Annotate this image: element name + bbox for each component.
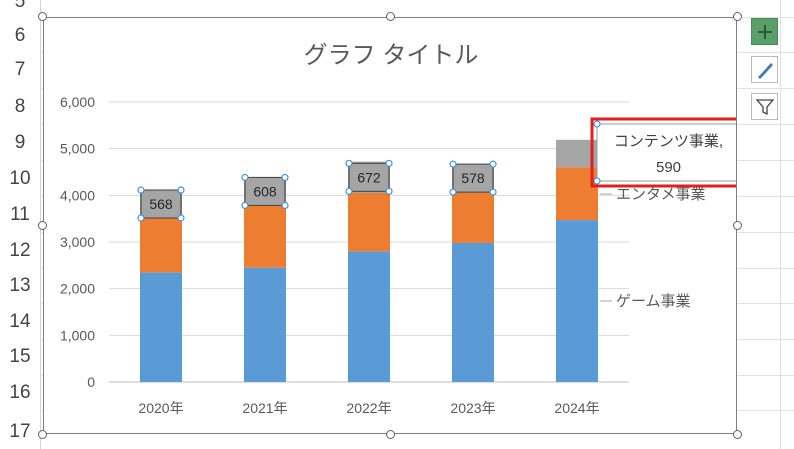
resize-handle-left[interactable]	[38, 221, 47, 230]
data-label-text: 672	[357, 169, 381, 185]
x-tick-label: 2021年	[242, 400, 287, 416]
label-handle[interactable]	[449, 160, 457, 168]
y-tick-label: 3,000	[60, 234, 95, 250]
y-tick-label: 1,000	[60, 327, 95, 343]
chart-styles-button[interactable]	[751, 56, 778, 83]
resize-handle-bottom[interactable]	[386, 430, 395, 439]
chart-elements-button[interactable]	[751, 18, 778, 45]
chart-svg: グラフ タイトル 0 1,000 2,000 3,000 4,000 5,000 6,000…	[60, 42, 747, 416]
bar-segment[interactable]	[348, 193, 390, 252]
series-label-entame[interactable]: エンタメ事業	[616, 186, 706, 203]
resize-handle-top-left[interactable]	[38, 12, 47, 21]
label-handle[interactable]	[137, 186, 145, 194]
label-handle[interactable]	[449, 188, 457, 196]
resize-handle-bottom-left[interactable]	[38, 430, 47, 439]
chart-title[interactable]: グラフ タイトル	[304, 42, 479, 69]
data-label-text: 578	[461, 170, 485, 186]
data-label-box	[140, 189, 182, 219]
data-label-box	[348, 162, 390, 192]
x-tick-label: 2020年	[138, 400, 183, 416]
x-tick-label: 2023年	[450, 400, 495, 416]
row-number[interactable]: 12	[9, 240, 31, 261]
data-label-text: 568	[149, 196, 173, 212]
label-handle[interactable]	[177, 214, 185, 222]
data-label[interactable]: 568	[137, 186, 185, 222]
bar-segment[interactable]	[348, 251, 390, 382]
label-handle[interactable]	[281, 201, 289, 210]
row-number[interactable]: 9	[14, 132, 26, 153]
selected-label-box	[596, 123, 741, 182]
selected-label-line1: コンテンツ事業,	[614, 133, 723, 150]
resize-handle-top[interactable]	[386, 12, 395, 21]
column-gridline	[780, 0, 781, 449]
bar-segment[interactable]	[452, 242, 494, 382]
row-number[interactable]: 17	[9, 421, 31, 442]
y-tick-label: 2,000	[60, 281, 95, 297]
row-number[interactable]: 15	[9, 346, 31, 367]
data-label-box	[452, 163, 494, 193]
label-handle[interactable]	[593, 120, 601, 128]
bar-segment[interactable]	[140, 272, 182, 382]
chart-area[interactable]: グラフ タイトル 0 1,000 2,000 3,000 4,000 5,000 6,000…	[43, 17, 747, 434]
row-number[interactable]: 11	[10, 204, 30, 225]
data-label[interactable]: 672	[345, 159, 393, 195]
label-handle[interactable]	[137, 214, 145, 222]
label-handle[interactable]	[241, 173, 249, 182]
row-number[interactable]: 16	[9, 382, 31, 403]
y-tick-label: 6,000	[60, 94, 95, 110]
label-handle[interactable]	[177, 186, 185, 194]
label-handle[interactable]	[489, 160, 497, 168]
label-handle[interactable]	[345, 187, 353, 195]
filter-icon	[755, 98, 774, 115]
resize-handle-top-right[interactable]	[733, 12, 742, 21]
data-label-box	[244, 176, 286, 206]
label-handle[interactable]	[385, 159, 393, 167]
y-tick-label: 5,000	[60, 141, 95, 157]
x-tick-label: 2022年	[346, 400, 391, 416]
chart-filters-button[interactable]	[751, 93, 778, 120]
label-handle[interactable]	[593, 177, 601, 185]
selected-label-line2: 590	[656, 159, 681, 176]
y-tick-label: 4,000	[60, 187, 95, 203]
row-number[interactable]: 5	[14, 0, 26, 12]
bar-segment[interactable]	[244, 205, 286, 268]
data-label-text: 608	[253, 183, 277, 199]
row-number[interactable]: 13	[9, 275, 31, 296]
y-tick-label: 0	[87, 374, 95, 390]
resize-handle-bottom-right[interactable]	[733, 430, 742, 439]
row-number[interactable]: 8	[14, 96, 26, 117]
x-tick-label: 2024年	[554, 400, 599, 416]
row-number[interactable]: 7	[14, 59, 26, 80]
label-handle[interactable]	[241, 201, 249, 210]
plus-icon	[757, 24, 772, 39]
series-label-game[interactable]: ゲーム事業	[616, 293, 691, 310]
data-label[interactable]: 608	[241, 173, 289, 210]
resize-handle-right[interactable]	[733, 221, 742, 230]
row-number[interactable]: 6	[14, 25, 26, 46]
bar-segment[interactable]	[140, 217, 182, 273]
label-handle[interactable]	[489, 188, 497, 196]
selected-data-label[interactable]: コンテンツ事業, 590	[590, 117, 747, 188]
row-number[interactable]: 10	[9, 168, 31, 189]
bar-segment[interactable]	[244, 267, 286, 382]
bar-segment[interactable]	[556, 220, 598, 382]
row-number[interactable]: 14	[9, 311, 31, 332]
label-handle[interactable]	[345, 159, 353, 167]
brush-icon	[757, 62, 773, 79]
row-header-column: 5 6 7 8 9 10 11 12 13 14 15 16 17	[0, 0, 41, 449]
label-handle[interactable]	[281, 173, 289, 182]
label-handle[interactable]	[385, 187, 393, 195]
bar-segment[interactable]	[452, 191, 494, 243]
data-label[interactable]: 578	[449, 160, 497, 196]
